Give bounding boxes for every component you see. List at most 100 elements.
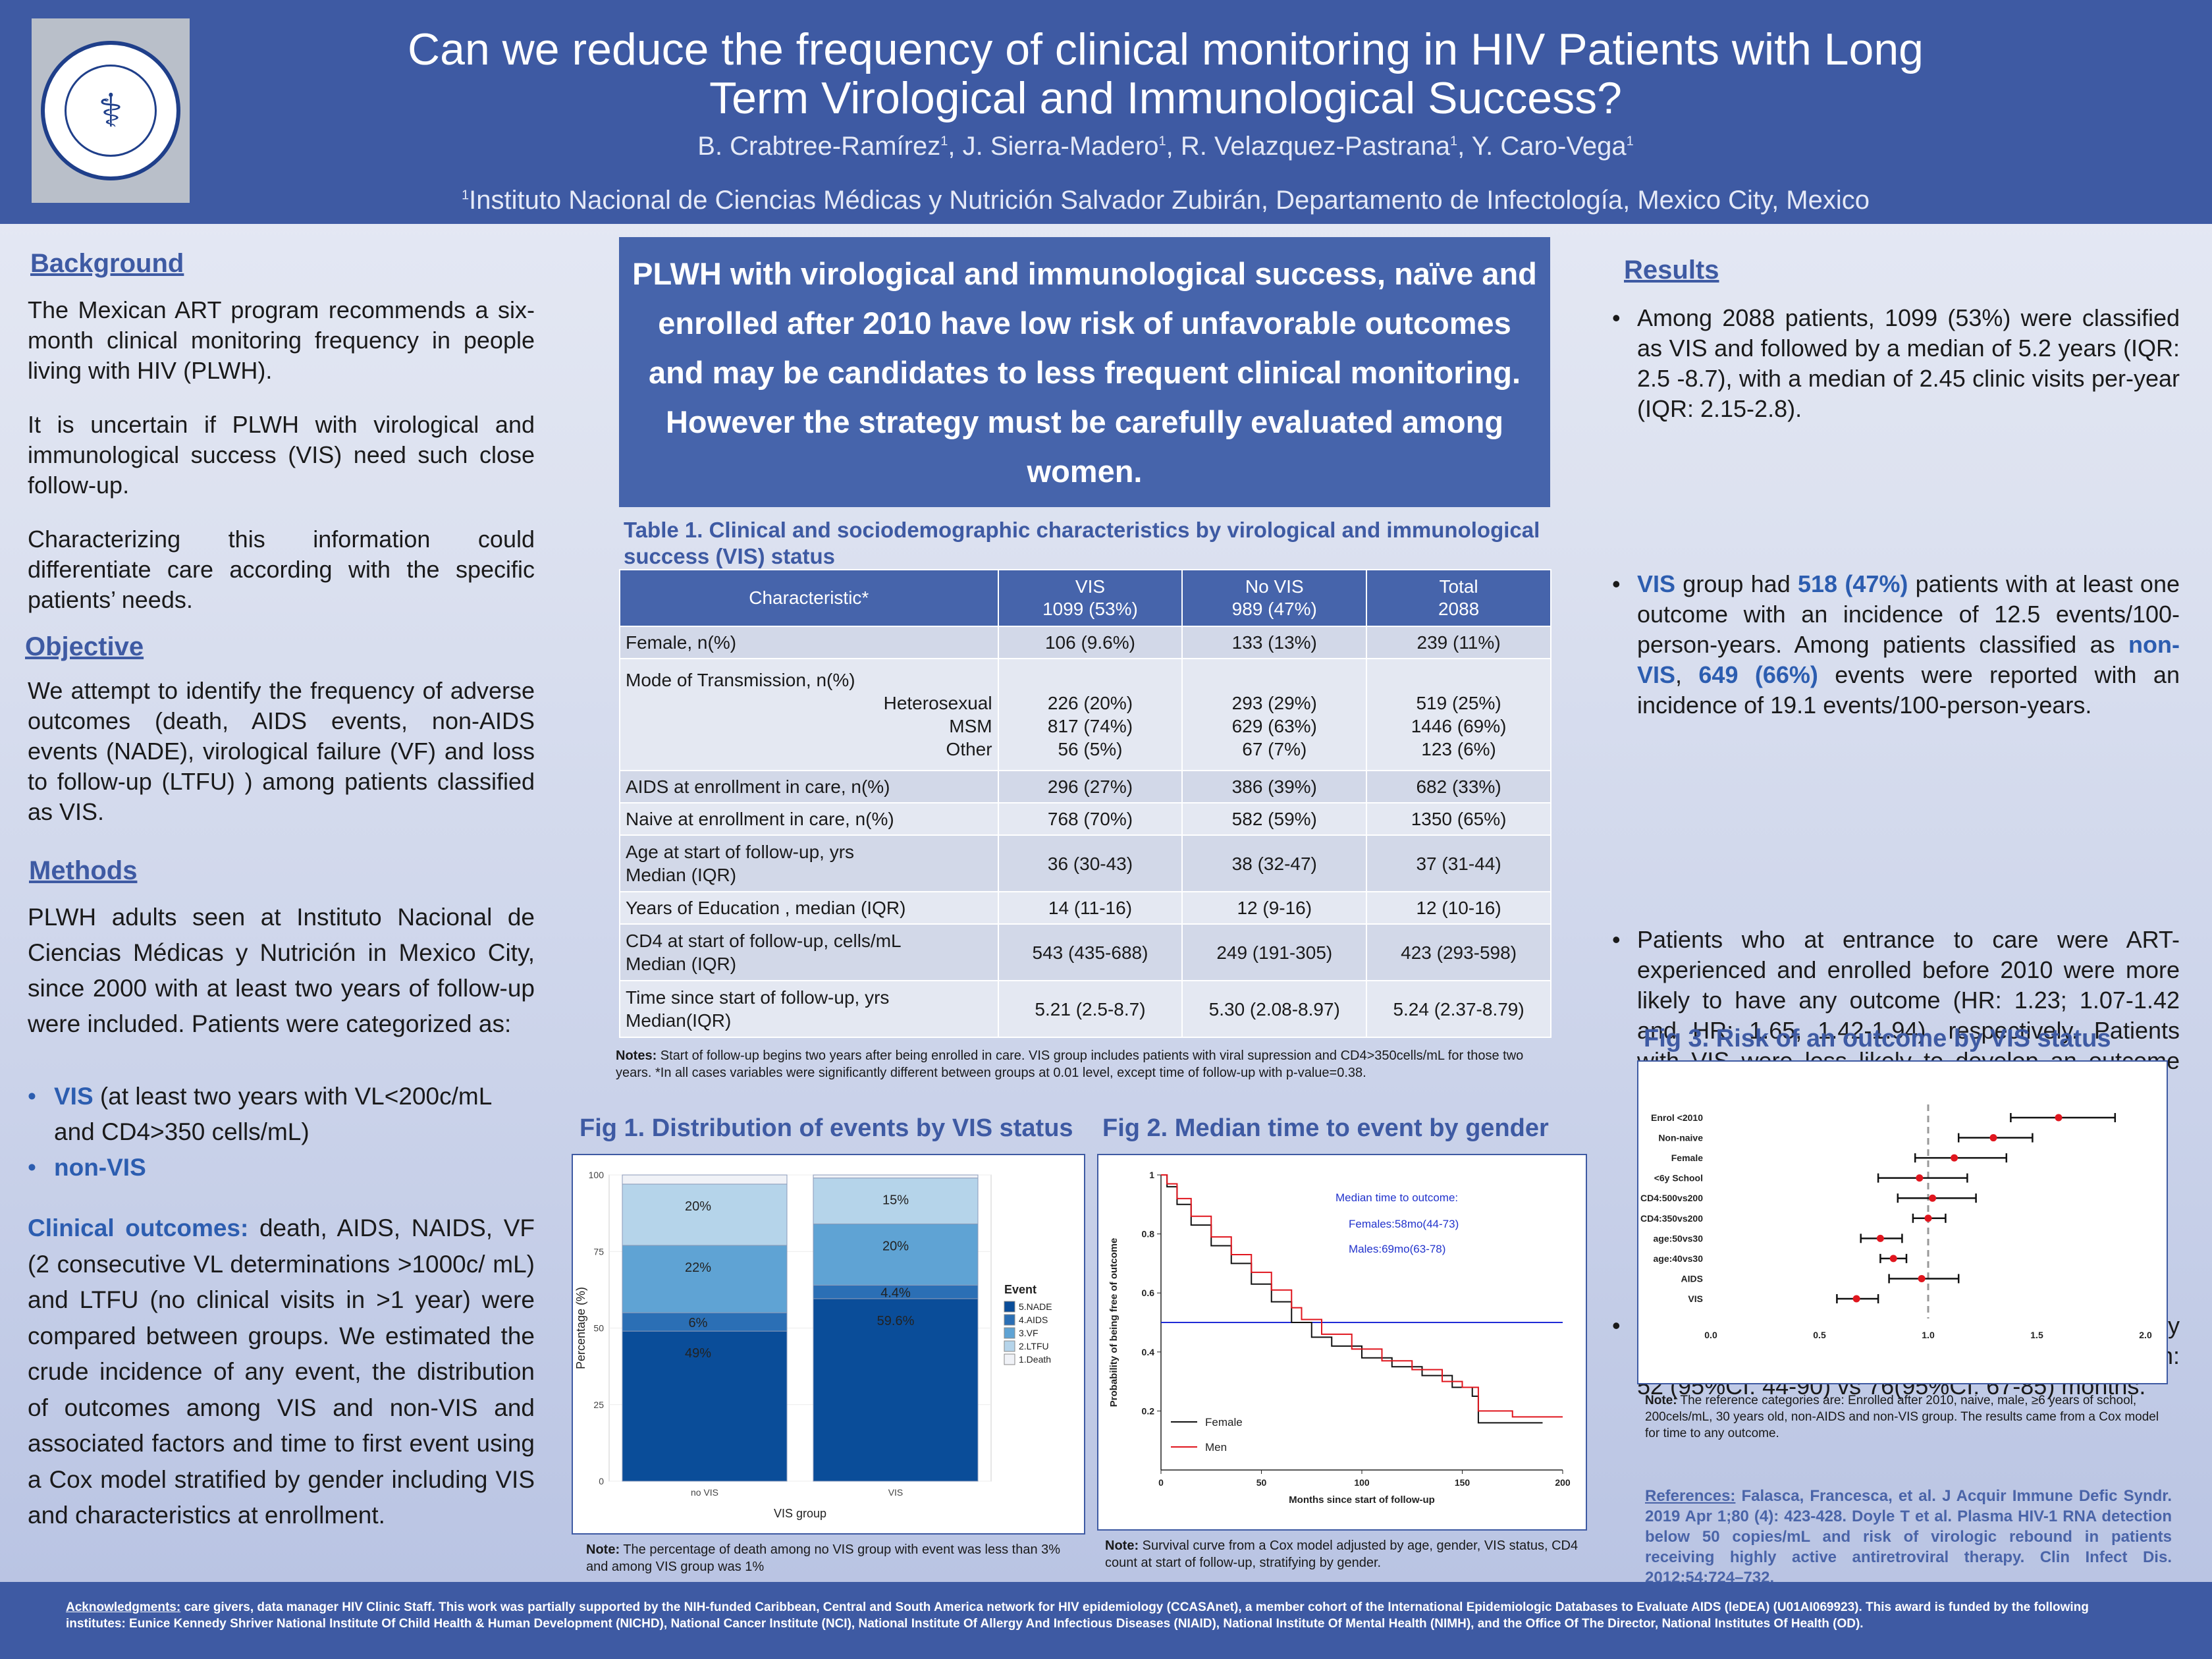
y-tick-label: 0.8 xyxy=(1142,1229,1155,1239)
x-tick-label: 150 xyxy=(1455,1477,1470,1488)
annotation-median-title: Median time to outcome: xyxy=(1335,1191,1458,1204)
table-row: AIDS at enrollment in care, n(%) 296 (27… xyxy=(619,770,1551,803)
fig2-box: 0.2 0.4 0.6 0.8 1 0 50 100 150 200 Months since st… xyxy=(1097,1154,1587,1531)
forest-row-label: CD4:350vs200 xyxy=(1640,1213,1703,1224)
author-list: B. Crabtree-Ramírez1, J. Sierra-Madero1,… xyxy=(697,132,1634,161)
results-bullet-2: VIS group had 518 (47%) patients with at… xyxy=(1612,569,2180,721)
survival-curve-men xyxy=(1161,1174,1563,1418)
x-tick-label: no VIS xyxy=(691,1487,718,1498)
legend-entry: 4.AIDS xyxy=(1019,1315,1048,1325)
col-header-total: Total 2088 xyxy=(1366,569,1551,627)
bar-data-label: 20% xyxy=(882,1239,909,1253)
forest-row-label: Female xyxy=(1671,1153,1703,1163)
methods-heading: Methods xyxy=(29,856,138,885)
table-row: CD4 at start of follow-up, cells/mL Media… xyxy=(619,923,1551,981)
list-item: VIS (at least two years with VL<200c/mL … xyxy=(28,1079,535,1150)
methods-categories: VIS (at least two years with VL<200c/mL … xyxy=(28,1079,535,1185)
col-header-vis: VIS 1099 (53%) xyxy=(997,569,1183,627)
legend-entry: 2.LTFU xyxy=(1019,1341,1049,1351)
legend-entry: Female xyxy=(1205,1416,1243,1428)
x-tick-label: 0.5 xyxy=(1813,1330,1826,1340)
hazard-ratio-point xyxy=(1929,1194,1937,1202)
hazard-ratio-point xyxy=(1916,1174,1924,1182)
y-tick-label: 0.4 xyxy=(1142,1347,1155,1357)
background-p3: Characterizing this information could di… xyxy=(28,526,535,613)
results-heading: Results xyxy=(1624,256,1719,285)
bar-data-label: 22% xyxy=(685,1261,711,1275)
forest-row-label: VIS xyxy=(1688,1293,1703,1304)
x-axis-label: VIS group xyxy=(774,1507,826,1520)
background-p2: It is uncertain if PLWH with virological… xyxy=(28,411,535,499)
acknowledgments-footer: Acknowledgments: care givers, data manag… xyxy=(0,1582,2212,1659)
bar-data-label: 15% xyxy=(882,1193,909,1208)
legend-swatch xyxy=(1004,1340,1015,1352)
forest-row-label: age:40vs30 xyxy=(1653,1253,1703,1264)
col-header-novis: No VIS 989 (47%) xyxy=(1181,569,1368,627)
hazard-ratio-point xyxy=(1989,1134,1997,1142)
title-line-2: Term Virological and Immunological Succe… xyxy=(709,73,1622,123)
legend-entry: 3.VF xyxy=(1019,1328,1039,1338)
bar-segment xyxy=(813,1298,979,1482)
title-line-1: Can we reduce the frequency of clinical … xyxy=(408,24,1924,74)
bar-data-label: 6% xyxy=(689,1316,708,1330)
table-row: Years of Education , median (IQR) 14 (11… xyxy=(619,891,1551,925)
bar-segment xyxy=(813,1178,979,1224)
x-tick-label: VIS xyxy=(888,1487,904,1498)
hazard-ratio-point xyxy=(1918,1274,1926,1282)
forest-row-label: Enrol <2010 xyxy=(1651,1112,1703,1123)
x-tick-label: 0.0 xyxy=(1704,1330,1717,1340)
legend-swatch xyxy=(1004,1314,1015,1326)
objective-p1: We attempt to identify the frequency of … xyxy=(28,677,535,825)
author-name: B. Crabtree-Ramírez xyxy=(697,132,941,161)
author-name: R. Velazquez-Pastrana xyxy=(1180,132,1450,161)
hazard-ratio-point xyxy=(1924,1214,1932,1222)
poster-header xyxy=(0,0,2212,224)
legend-entry: 5.NADE xyxy=(1019,1301,1052,1312)
bar-data-label: 20% xyxy=(685,1199,711,1214)
y-tick-label: 0 xyxy=(599,1476,604,1486)
x-tick-label: 200 xyxy=(1555,1477,1571,1488)
y-tick-label: 1 xyxy=(1149,1170,1154,1180)
survival-curve-female xyxy=(1161,1174,1543,1424)
bar-data-label: 59.6% xyxy=(877,1314,915,1328)
hazard-ratio-point xyxy=(2055,1114,2063,1122)
hazard-ratio-point xyxy=(1951,1154,1958,1162)
y-tick-label: 75 xyxy=(593,1246,604,1257)
annotation-males: Males:69mo(63-78) xyxy=(1349,1243,1445,1255)
fig3-title: Fig 3. Risk of an outcome by VIS status xyxy=(1644,1025,2111,1052)
seal-icon: ⚕ xyxy=(41,41,180,180)
x-tick-label: 1.5 xyxy=(2030,1330,2043,1340)
clinical-outcomes: Clinical outcomes: death, AIDS, NAIDS, V… xyxy=(28,1214,535,1529)
table1-note: Notes: Start of follow-up begins two yea… xyxy=(616,1048,1524,1080)
x-tick-label: 100 xyxy=(1354,1477,1370,1488)
fig1-note: Note: The percentage of death among no V… xyxy=(586,1542,1061,1574)
bar-segment xyxy=(622,1312,788,1332)
fig2-title: Fig 2. Median time to event by gender xyxy=(1102,1114,1549,1142)
table-row: Age at start of follow-up, yrs Median (IQ… xyxy=(619,834,1551,892)
legend-title: Event xyxy=(1004,1283,1037,1296)
key-message-box: PLWH with virological and immunological … xyxy=(619,237,1550,507)
table1-title: Table 1. Clinical and sociodemographic c… xyxy=(624,518,1540,568)
y-axis-label: Percentage (%) xyxy=(574,1287,587,1369)
legend-swatch xyxy=(1004,1327,1015,1339)
bar-segment xyxy=(813,1174,979,1179)
fig2-chart: 0.2 0.4 0.6 0.8 1 0 50 100 150 200 Months since st… xyxy=(1108,1170,1571,1506)
methods-p1: PLWH adults seen at Instituto Nacional d… xyxy=(28,904,535,1037)
affiliation: 1Instituto Nacional de Ciencias Médicas … xyxy=(461,186,1870,215)
list-item: non-VIS xyxy=(28,1150,535,1185)
forest-row-label: age:50vs30 xyxy=(1653,1233,1703,1243)
col-header-characteristic: Characteristic* xyxy=(619,569,999,627)
x-tick-label: 0 xyxy=(1158,1477,1164,1488)
hazard-ratio-point xyxy=(1876,1234,1884,1242)
fig1-chart: 0 25 50 75 100 49% 6% 22% 20% no VIS 59.6% 4.4% 20% 1… xyxy=(574,1170,1052,1520)
legend-swatch xyxy=(1004,1301,1015,1313)
legend-entry: 1.Death xyxy=(1019,1354,1051,1365)
forest-row-label: Non-naive xyxy=(1658,1133,1703,1143)
x-tick-label: 50 xyxy=(1256,1477,1267,1488)
bar-segment xyxy=(622,1174,788,1185)
table-header-row: Characteristic* VIS 1099 (53%) No VIS 989 … xyxy=(619,569,1551,627)
annotation-females: Females:58mo(44-73) xyxy=(1349,1218,1459,1230)
references: References: Falasca, Francesca, et al. J… xyxy=(1645,1487,2172,1587)
fig3-note: Note: The reference categories are: Enro… xyxy=(1645,1394,2159,1440)
legend-entry: Men xyxy=(1205,1441,1227,1454)
